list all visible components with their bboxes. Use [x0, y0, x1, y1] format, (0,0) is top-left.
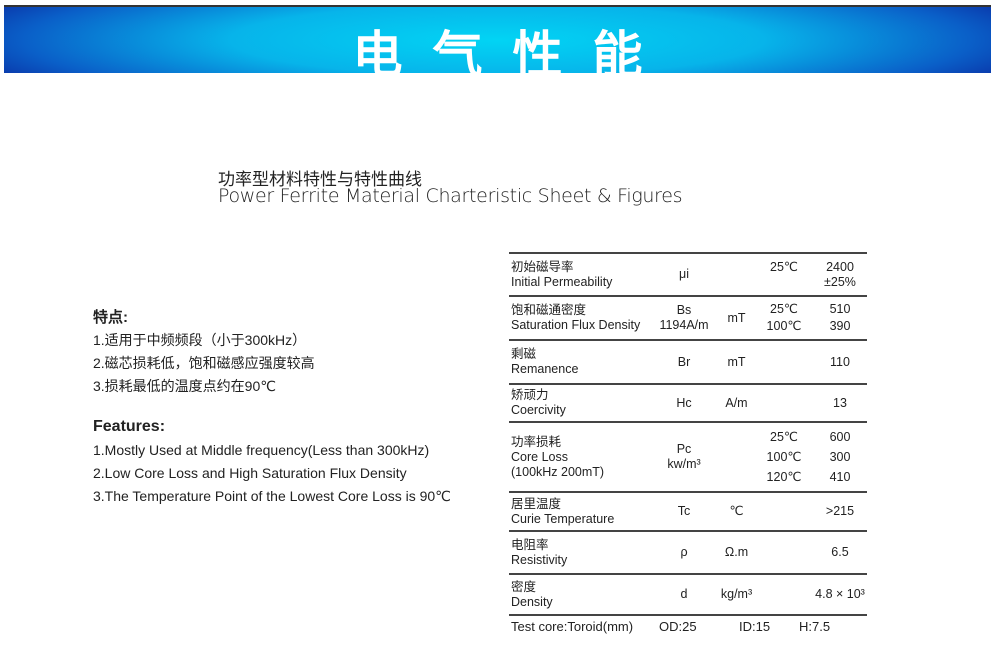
test-core-h: H:7.5: [799, 619, 831, 634]
property-symbol: Tc: [677, 504, 691, 518]
test-core-id: ID:15: [739, 619, 771, 634]
sheet-title-en: Power Ferrite Material Charteristic Shee…: [218, 185, 683, 207]
property-unit: kg/m³: [720, 587, 753, 601]
property-value: 2400 ±25%: [824, 259, 856, 289]
property-symbol: ρ: [680, 545, 688, 559]
property-name-en: Core Loss (100kHz 200mT): [511, 449, 605, 479]
property-unit: ℃: [729, 504, 744, 518]
features-cn-item: 2.磁芯损耗低，饱和磁感应强度较高: [93, 355, 315, 371]
table-row: 矫顽力 Coercivity Hc A/m 13: [509, 383, 867, 421]
property-unit: A/m: [725, 395, 748, 410]
property-name-cn: 密度: [511, 579, 537, 594]
test-temperature: 25℃: [770, 302, 798, 316]
property-name-en: Resistivity: [511, 552, 568, 567]
test-temperature: 100℃: [766, 319, 802, 333]
features-cn-item: 3.损耗最低的温度点约在90℃: [93, 378, 276, 394]
property-name-cn: 初始磁导率: [511, 259, 574, 274]
property-symbol: Pc kw/m³: [667, 442, 701, 471]
table-row: 功率损耗 Core Loss (100kHz 200mT) Pc kw/m³ 25℃ 1…: [509, 421, 867, 491]
banner-title: 电气性能: [352, 26, 673, 84]
property-value: 4.8 × 10³: [815, 587, 865, 601]
property-name-cn: 功率损耗: [511, 434, 562, 449]
property-name-en: Density: [511, 594, 553, 609]
property-value: 13: [833, 395, 847, 410]
property-name-en: Initial Permeability: [511, 274, 613, 289]
property-name-cn: 电阻率: [511, 537, 549, 552]
table-row: 居里温度 Curie Temperature Tc ℃ >215: [509, 491, 867, 530]
property-value: 600: [829, 429, 851, 444]
property-value: 390: [829, 319, 851, 333]
property-symbol: Br: [677, 354, 691, 369]
test-temperature: 120℃: [766, 469, 802, 484]
property-name-en: Saturation Flux Density: [511, 318, 641, 332]
test-temperature: 100℃: [766, 449, 802, 464]
property-value: 510: [829, 302, 851, 316]
material-properties-table: 初始磁导率 Initial Permeability μi 25℃ 2400 ±25% 饱…: [509, 252, 867, 636]
features-cn-item: 1.适用于中频频段（小于300kHz）: [93, 332, 307, 348]
property-value: 110: [830, 354, 850, 369]
property-value: 300: [829, 449, 851, 464]
test-core-footer: Test core:Toroid(mm) OD:25 ID:15 H:7.5: [509, 614, 867, 636]
property-name-cn: 剩磁: [511, 347, 537, 361]
sheet-title-cn: 功率型材料特性与特性曲线: [218, 170, 422, 189]
property-symbol: d: [680, 587, 688, 601]
property-value: 6.5: [831, 545, 849, 559]
property-unit: Ω.m: [724, 545, 749, 559]
property-symbol: μi: [679, 267, 689, 281]
property-unit: mT: [727, 354, 746, 369]
test-temperature: 25℃: [770, 260, 798, 274]
features-en-item: 3.The Temperature Point of the Lowest Co…: [93, 488, 451, 504]
test-temperature: 25℃: [770, 429, 798, 444]
test-core-label: Test core:Toroid(mm): [511, 619, 634, 634]
property-name-cn: 饱和磁通密度: [511, 303, 587, 317]
property-name-en: Curie Temperature: [511, 511, 615, 526]
property-value: >215: [825, 504, 855, 518]
features-en-heading: Features:: [93, 418, 166, 435]
table-row: 初始磁导率 Initial Permeability μi 25℃ 2400 ±25%: [509, 252, 867, 295]
features-cn-heading: 特点:: [93, 309, 128, 326]
table-row: 饱和磁通密度 Saturation Flux Density Bs 1194A/m m…: [509, 295, 867, 339]
property-name-en: Coercivity: [511, 403, 566, 417]
property-name-cn: 矫顽力: [511, 388, 549, 402]
test-core-od: OD:25: [659, 619, 697, 634]
property-value: 410: [829, 469, 851, 484]
section-banner: 电气性能: [4, 5, 991, 84]
property-symbol: Hc: [676, 395, 692, 410]
features-en-item: 2.Low Core Loss and High Saturation Flux…: [93, 465, 407, 481]
table-row: 剩磁 Remanence Br mT 110: [509, 339, 867, 383]
property-unit: mT: [727, 310, 746, 325]
property-symbol: Bs 1194A/m: [659, 303, 709, 332]
property-name-cn: 居里温度: [511, 496, 562, 511]
features-en-item: 1.Mostly Used at Middle frequency(Less t…: [93, 442, 430, 458]
table-row: 密度 Density d kg/m³ 4.8 × 10³: [509, 573, 867, 614]
table-row: 电阻率 Resistivity ρ Ω.m 6.5: [509, 530, 867, 573]
property-name-en: Remanence: [511, 362, 579, 376]
